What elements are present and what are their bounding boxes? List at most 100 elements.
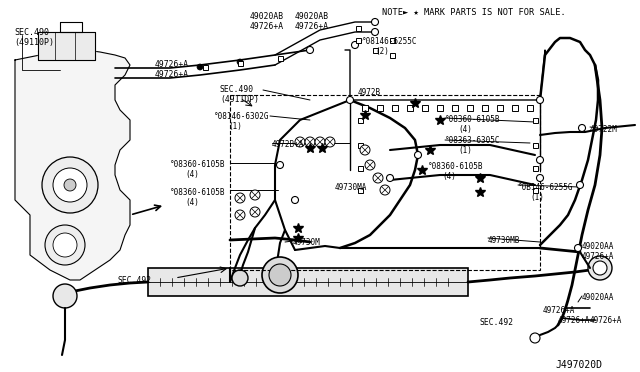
Circle shape: [387, 174, 394, 182]
Circle shape: [295, 137, 305, 147]
Circle shape: [536, 96, 543, 103]
Text: °08360-6105B: °08360-6105B: [428, 162, 483, 171]
Circle shape: [593, 261, 607, 275]
Text: 49726+A: 49726+A: [155, 70, 189, 79]
Circle shape: [588, 256, 612, 280]
Bar: [482, 105, 488, 111]
Bar: [512, 105, 518, 111]
Circle shape: [250, 190, 260, 200]
Circle shape: [291, 196, 298, 203]
Bar: [358, 142, 362, 148]
Circle shape: [262, 257, 298, 293]
Circle shape: [45, 225, 85, 265]
Text: °08146-6255C: °08146-6255C: [362, 37, 417, 46]
Circle shape: [42, 157, 98, 213]
Bar: [230, 95, 540, 270]
Circle shape: [371, 29, 378, 35]
Text: 49730M: 49730M: [293, 238, 321, 247]
Bar: [527, 105, 533, 111]
Bar: [202, 64, 207, 70]
Bar: [437, 105, 443, 111]
Bar: [390, 52, 394, 58]
Circle shape: [346, 96, 353, 103]
Bar: [355, 38, 360, 42]
Bar: [467, 105, 473, 111]
Text: J497020D: J497020D: [555, 360, 602, 370]
Text: 49726+A: 49726+A: [543, 306, 575, 315]
Text: 49020AA: 49020AA: [582, 293, 614, 302]
Bar: [355, 26, 360, 31]
Circle shape: [536, 174, 543, 182]
Text: (2): (2): [375, 47, 389, 56]
Bar: [532, 142, 538, 148]
Text: 49730MB: 49730MB: [488, 236, 520, 245]
Circle shape: [530, 333, 540, 343]
Circle shape: [373, 173, 383, 183]
Circle shape: [579, 125, 586, 131]
Bar: [452, 105, 458, 111]
Text: 4972B: 4972B: [358, 88, 381, 97]
Bar: [407, 105, 413, 111]
Bar: [532, 118, 538, 122]
Text: NOTE► ★ MARK PARTS IS NOT FOR SALE.: NOTE► ★ MARK PARTS IS NOT FOR SALE.: [382, 8, 566, 17]
Text: (4): (4): [458, 125, 472, 134]
Circle shape: [365, 160, 375, 170]
Text: 49020AA: 49020AA: [582, 242, 614, 251]
Text: SEC.492: SEC.492: [480, 318, 514, 327]
Text: 49722M: 49722M: [590, 125, 618, 134]
Text: 49726+A: 49726+A: [558, 316, 590, 325]
Bar: [237, 61, 243, 65]
Text: 49726+A: 49726+A: [155, 60, 189, 69]
Circle shape: [269, 264, 291, 286]
Bar: [377, 105, 383, 111]
Bar: [358, 166, 362, 170]
Text: 49726+A: 49726+A: [582, 252, 614, 261]
Bar: [278, 55, 282, 61]
Text: (4): (4): [185, 170, 199, 179]
Text: SEC.490: SEC.490: [14, 28, 49, 37]
Circle shape: [577, 182, 584, 189]
Text: °08363-6305C: °08363-6305C: [445, 136, 500, 145]
Bar: [532, 166, 538, 170]
Bar: [148, 268, 468, 296]
Circle shape: [315, 137, 325, 147]
Bar: [422, 105, 428, 111]
Text: °0B146-6255G: °0B146-6255G: [518, 183, 573, 192]
Bar: [532, 187, 538, 192]
Text: 49020AB: 49020AB: [295, 12, 329, 21]
Circle shape: [307, 46, 314, 54]
Polygon shape: [15, 50, 130, 280]
Text: (1): (1): [458, 146, 472, 155]
Circle shape: [235, 193, 245, 203]
Text: SEC.492: SEC.492: [118, 276, 152, 285]
Text: SEC.490: SEC.490: [220, 85, 254, 94]
Bar: [497, 105, 503, 111]
Polygon shape: [38, 32, 95, 60]
Circle shape: [575, 244, 582, 251]
Text: 49726+A: 49726+A: [250, 22, 284, 31]
Circle shape: [197, 64, 203, 70]
Text: (4): (4): [442, 172, 456, 181]
Text: (49110P): (49110P): [14, 38, 54, 47]
Text: 4972B+A: 4972B+A: [272, 140, 305, 149]
Text: 49730MA: 49730MA: [335, 183, 367, 192]
Text: (4911DP): (4911DP): [220, 95, 259, 104]
Text: (4): (4): [185, 198, 199, 207]
Circle shape: [415, 151, 422, 158]
Text: °08360-6105B: °08360-6105B: [170, 160, 225, 169]
Text: °08360-6105B: °08360-6105B: [170, 188, 225, 197]
Circle shape: [53, 168, 87, 202]
Circle shape: [360, 145, 370, 155]
Circle shape: [250, 207, 260, 217]
Bar: [358, 187, 362, 192]
Bar: [362, 105, 368, 111]
Text: (1): (1): [530, 193, 544, 202]
Text: (1): (1): [228, 122, 242, 131]
Circle shape: [536, 157, 543, 164]
Circle shape: [53, 284, 77, 308]
Circle shape: [237, 59, 243, 65]
Bar: [392, 105, 398, 111]
Circle shape: [305, 137, 315, 147]
Text: °08146-6302G: °08146-6302G: [214, 112, 269, 121]
Bar: [372, 48, 378, 52]
